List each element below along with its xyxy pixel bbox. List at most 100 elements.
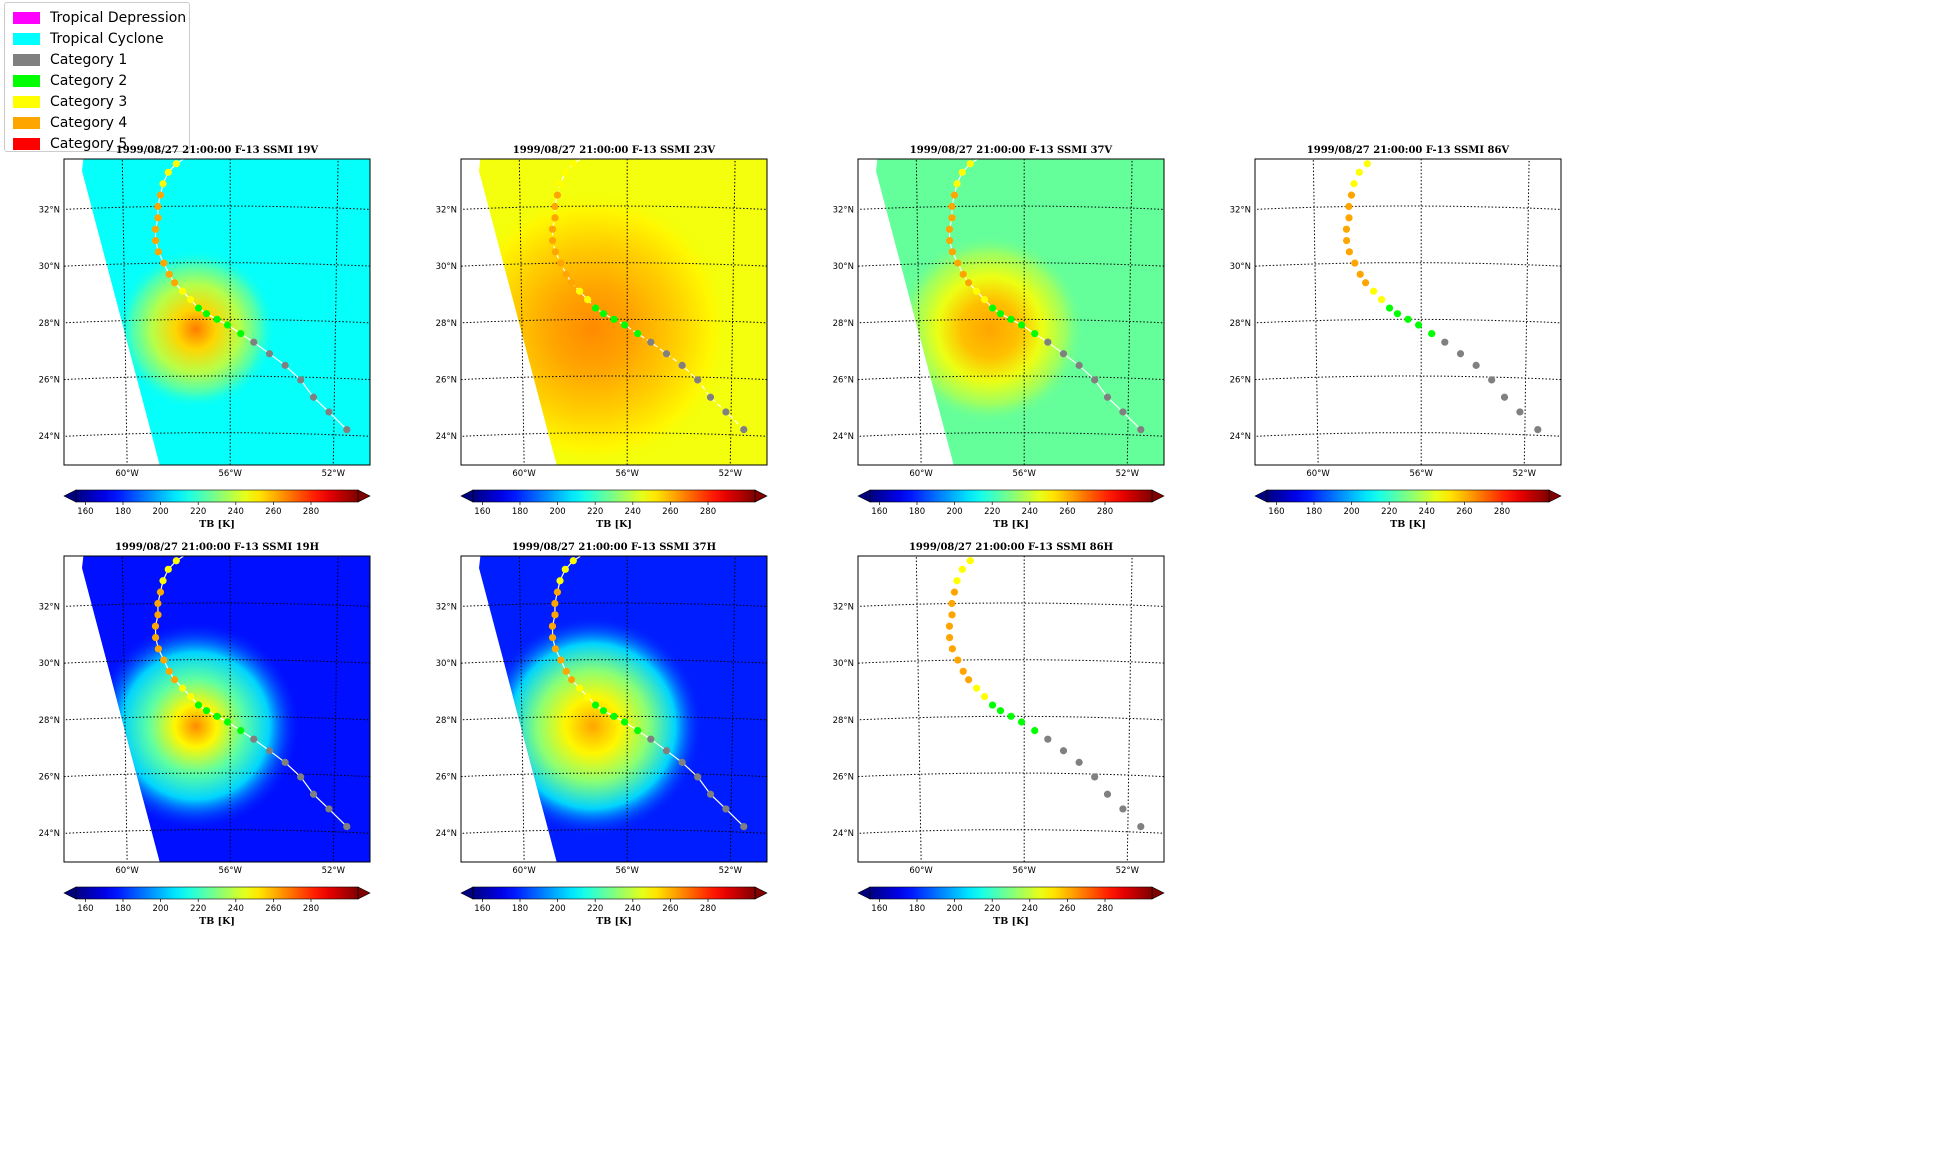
track-point: [647, 735, 655, 743]
track-point: [954, 259, 962, 267]
colorbar-tick-label: 260: [662, 904, 678, 914]
lat-tick-label: 30°N: [833, 262, 854, 272]
colorbar-tick-label: 220: [984, 904, 1000, 914]
legend-item: Category 4: [13, 112, 189, 133]
track-point: [678, 361, 686, 369]
track-point: [959, 270, 967, 278]
track-point: [599, 707, 608, 715]
storm-field: [482, 616, 703, 837]
lat-tick-label: 24°N: [1230, 432, 1251, 442]
track-point: [1007, 712, 1015, 720]
lat-tick-label: 28°N: [39, 716, 60, 726]
meridian-line: [1523, 159, 1530, 465]
colorbar-tick-label: 280: [700, 904, 716, 914]
track-point: [953, 577, 961, 585]
lat-tick-label: 26°N: [1230, 376, 1251, 386]
lon-tick-label: 52°W: [1116, 866, 1140, 876]
parallel-line: [461, 659, 767, 664]
panel-title: 1999/08/27 21:00:00 F-13 SSMI 19V: [116, 145, 319, 156]
colorbar: [1266, 489, 1550, 503]
panel-title: 1999/08/27 21:00:00 F-13 SSMI 23V: [513, 145, 716, 156]
lon-tick-label: 56°W: [615, 469, 639, 479]
colorbar-tick-label: 200: [152, 507, 168, 517]
colorbar-label: TB [K]: [993, 519, 1029, 530]
track-point: [972, 287, 981, 295]
track-point: [740, 426, 748, 434]
lon-tick-label: 56°W: [1012, 469, 1036, 479]
colorbar-tick-label: 160: [77, 507, 93, 517]
lon-tick-label: 60°W: [115, 866, 139, 876]
lat-tick-label: 24°N: [436, 829, 457, 839]
colorbar: [869, 886, 1153, 900]
track-point: [164, 168, 172, 176]
colorbar-label: TB [K]: [993, 916, 1029, 927]
colorbar-label: TB [K]: [596, 916, 632, 927]
track-point: [548, 622, 557, 630]
parallel-line: [1255, 205, 1561, 210]
map-panel: 1999/08/27 21:00:00 F-13 SSMI 19H 32°N 30°…: [39, 542, 371, 927]
track-point: [1351, 259, 1359, 267]
track-point: [265, 350, 274, 358]
track-point: [1342, 225, 1351, 233]
legend-swatch: [13, 53, 40, 66]
track-point: [1414, 321, 1423, 329]
legend-swatch: [13, 74, 40, 87]
track-point: [583, 296, 592, 304]
lat-tick-label: 26°N: [39, 773, 60, 783]
track-point: [1044, 735, 1052, 743]
track-point: [250, 735, 258, 743]
parallel-line: [461, 432, 767, 437]
parallel-line: [461, 602, 767, 607]
track-point: [662, 747, 671, 755]
colorbar: [472, 886, 756, 900]
lat-tick-label: 32°N: [436, 603, 457, 613]
lat-tick-label: 28°N: [436, 716, 457, 726]
parallel-line: [858, 659, 1164, 664]
track-point: [1075, 361, 1083, 369]
legend-label: Category 2: [50, 72, 128, 89]
track-point: [678, 758, 686, 766]
track-point: [223, 718, 232, 726]
track-point: [1377, 296, 1386, 304]
track-point: [556, 180, 564, 188]
colorbar-extend-min: [63, 886, 77, 900]
track-point: [548, 633, 557, 642]
meridian-line: [1126, 556, 1133, 862]
colorbar-tick-label: 240: [625, 904, 641, 914]
colorbar-tick-label: 240: [1022, 904, 1038, 914]
track-point: [561, 565, 569, 573]
track-point: [706, 790, 715, 798]
map-panel: 1999/08/27 21:00:00 F-13 SSMI 19V 32°N 30°…: [39, 145, 371, 530]
colorbar-tick-label: 260: [1059, 507, 1075, 517]
lat-tick-label: 30°N: [39, 262, 60, 272]
parallel-line: [858, 205, 1164, 210]
track-point: [1488, 376, 1496, 384]
track-point: [160, 259, 168, 267]
parallel-line: [461, 205, 767, 210]
meridian-line: [332, 159, 339, 465]
colorbar-tick-label: 280: [700, 507, 716, 517]
lon-tick-label: 56°W: [218, 469, 242, 479]
colorbar-tick-label: 220: [587, 507, 603, 517]
meridian-line: [518, 159, 525, 465]
track-point: [950, 588, 959, 596]
track-point: [647, 338, 655, 346]
track-point: [250, 338, 258, 346]
lat-tick-label: 30°N: [833, 659, 854, 669]
colorbar: [472, 489, 756, 503]
lon-tick-label: 52°W: [719, 469, 743, 479]
track-point: [281, 361, 289, 369]
lat-tick-label: 24°N: [436, 432, 457, 442]
lon-tick-label: 52°W: [1513, 469, 1537, 479]
lon-tick-label: 60°W: [512, 469, 536, 479]
parallel-line: [461, 772, 767, 778]
track-point: [945, 622, 954, 630]
lon-tick-label: 52°W: [719, 866, 743, 876]
map-frame: [63, 555, 371, 863]
colorbar-tick-label: 220: [190, 904, 206, 914]
lat-tick-label: 32°N: [39, 603, 60, 613]
track-point: [1428, 329, 1436, 338]
track-point: [1091, 376, 1099, 384]
map-panel: 1999/08/27 21:00:00 F-13 SSMI 37V 32°N 30°…: [833, 145, 1165, 530]
colorbar-tick-label: 220: [190, 507, 206, 517]
